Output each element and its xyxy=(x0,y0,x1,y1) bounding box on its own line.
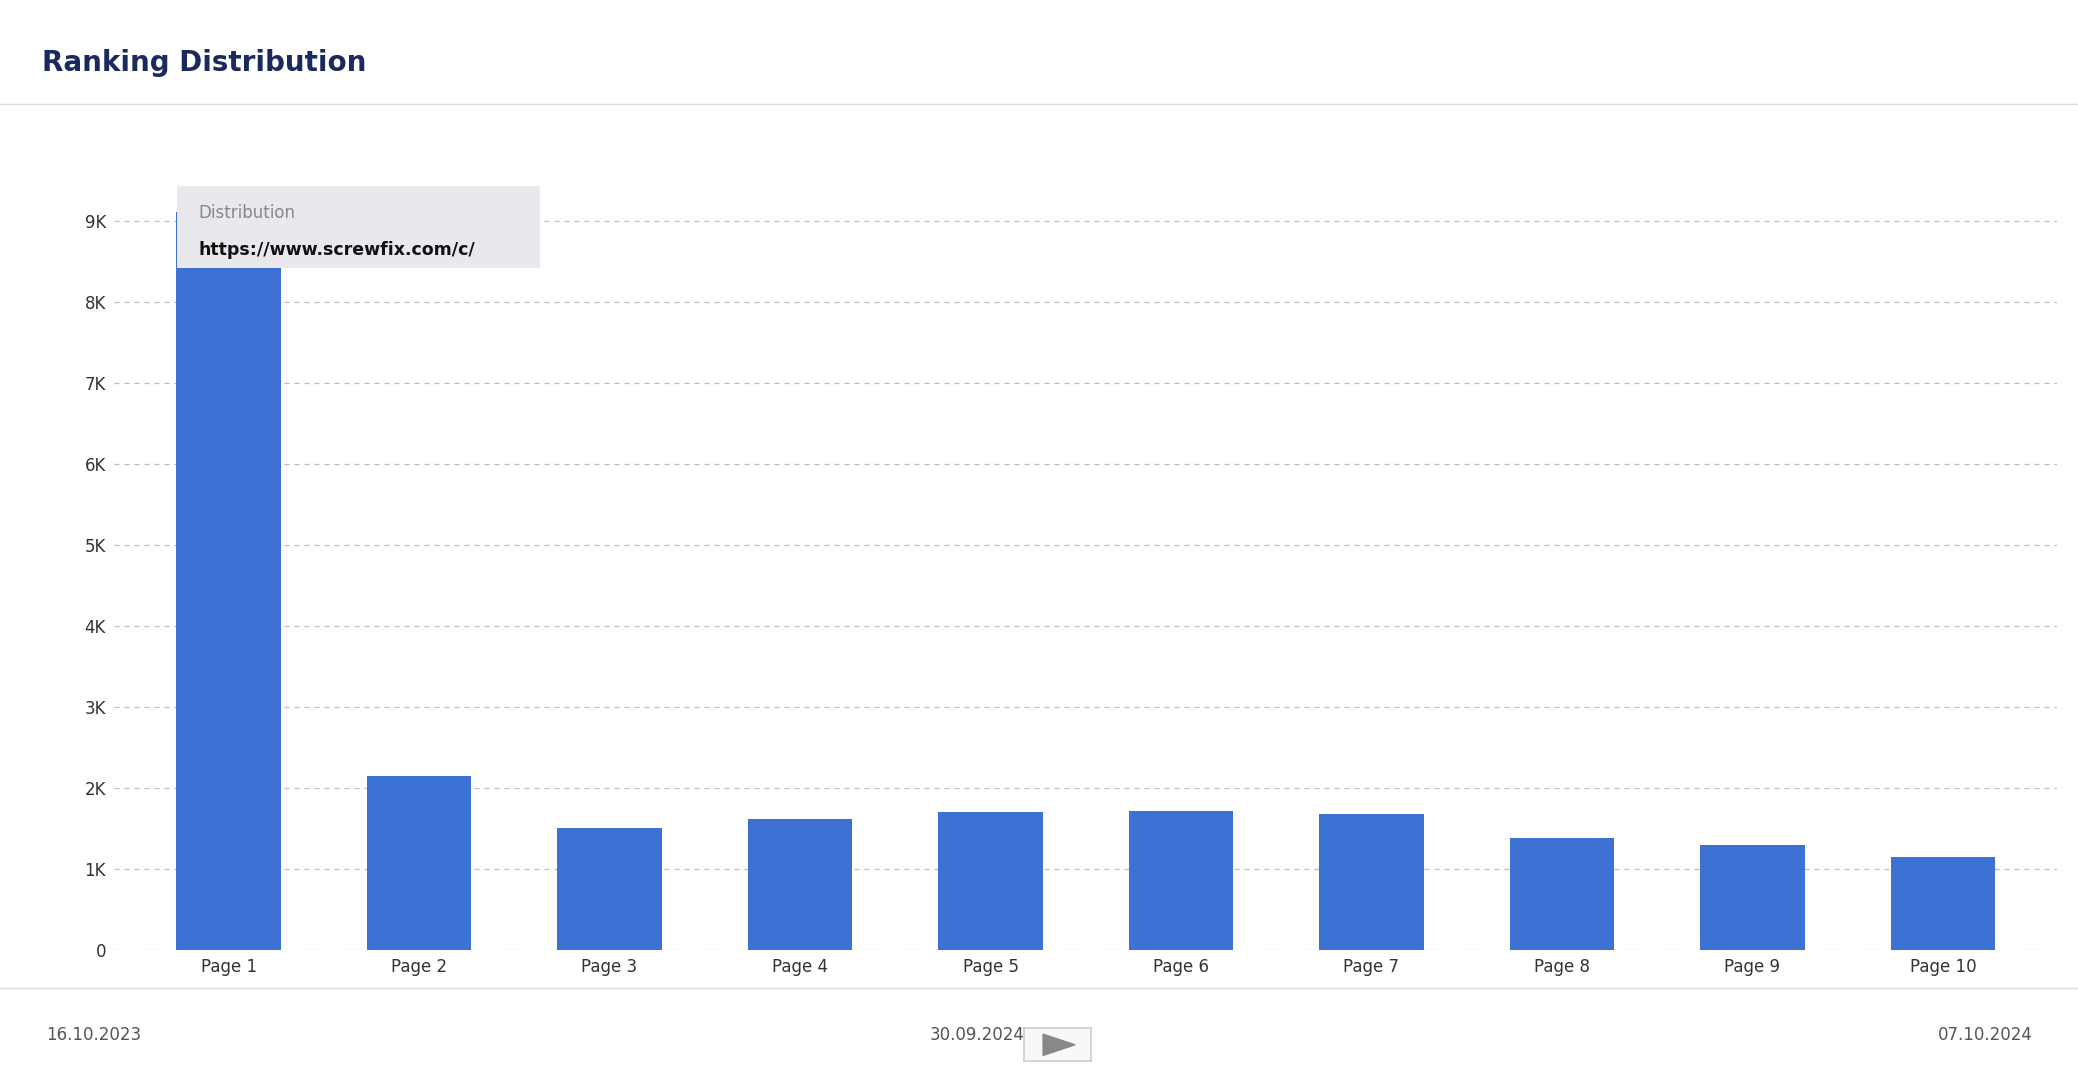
Text: 30.09.2024: 30.09.2024 xyxy=(929,1026,1024,1044)
Bar xyxy=(1320,814,1423,950)
Bar xyxy=(1700,845,1806,950)
Bar xyxy=(177,213,281,950)
Bar xyxy=(366,775,472,950)
Text: Distribution: Distribution xyxy=(199,203,295,222)
Text: 07.10.2024: 07.10.2024 xyxy=(1937,1026,2032,1044)
Bar xyxy=(557,829,663,950)
Text: 16.10.2023: 16.10.2023 xyxy=(46,1026,141,1044)
Bar xyxy=(1128,810,1234,950)
Bar xyxy=(748,819,852,950)
Polygon shape xyxy=(1043,1034,1074,1056)
Bar xyxy=(1891,857,1995,950)
Bar xyxy=(1509,839,1615,950)
Text: Ranking Distribution: Ranking Distribution xyxy=(42,49,366,78)
Text: https://www.screwfix.com/c/: https://www.screwfix.com/c/ xyxy=(199,241,476,259)
Bar xyxy=(937,812,1043,950)
